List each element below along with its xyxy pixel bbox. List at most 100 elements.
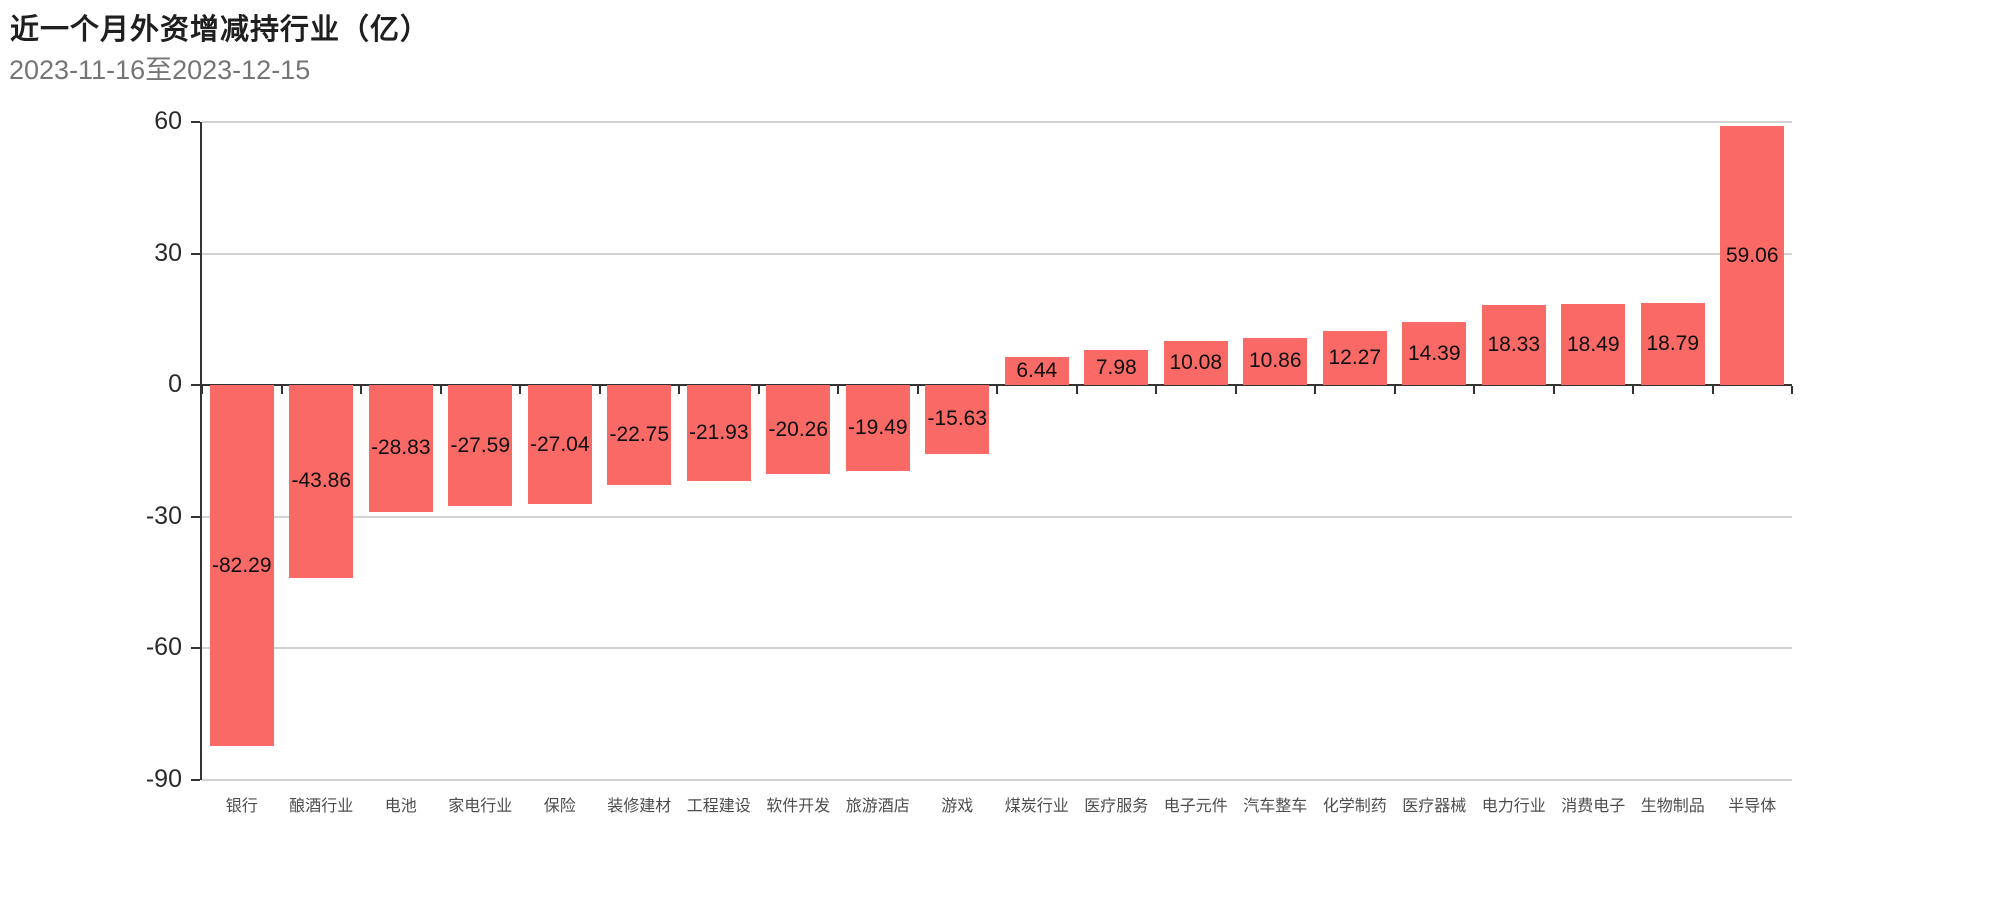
- bar[interactable]: [1004, 356, 1069, 386]
- x-category-label: 酿酒行业: [289, 798, 354, 815]
- bar-value-label: 10.08: [1169, 351, 1223, 375]
- x-axis-tick: [1234, 386, 1237, 395]
- bar[interactable]: [1163, 340, 1228, 386]
- bar-value-label: -27.59: [450, 433, 511, 457]
- bar-value-label: 6.44: [1016, 359, 1058, 383]
- x-axis-line: [202, 384, 1792, 387]
- x-category-label: 煤炭行业: [1004, 798, 1069, 815]
- x-axis-tick: [1075, 386, 1078, 395]
- bar-value-label: 14.39: [1407, 341, 1461, 365]
- x-category-label: 生物制品: [1640, 798, 1705, 815]
- x-category-label: 电子元件: [1163, 798, 1228, 815]
- x-axis-tick: [1473, 386, 1475, 395]
- x-axis-tick: [1552, 386, 1555, 395]
- bar-value-label: 18.33: [1487, 332, 1541, 356]
- bar-value-label: 12.27: [1328, 346, 1382, 370]
- x-axis-tick: [1791, 386, 1793, 395]
- x-axis-tick: [916, 386, 919, 395]
- bar-value-label: -28.83: [370, 436, 431, 460]
- bar-value-label: -82.29: [211, 553, 272, 577]
- bar[interactable]: [1640, 302, 1705, 386]
- x-category-label: 医疗服务: [1084, 798, 1149, 815]
- x-axis-tick: [439, 386, 442, 395]
- x-axis-tick: [280, 386, 283, 395]
- y-axis-label: -30: [145, 501, 182, 530]
- bar[interactable]: [925, 385, 990, 454]
- bar[interactable]: [1561, 304, 1626, 386]
- y-axis-tick: [191, 121, 200, 123]
- x-category-label: 装修建材: [607, 798, 672, 815]
- bar-value-label: 10.86: [1248, 349, 1302, 373]
- y-axis-label: -90: [145, 765, 182, 793]
- bar[interactable]: [766, 385, 831, 475]
- bar-value-label: -20.26: [768, 417, 829, 441]
- bar[interactable]: [448, 385, 513, 507]
- x-axis-tick: [837, 386, 839, 395]
- bar-value-label: 18.49: [1566, 332, 1620, 356]
- bar-value-label: -43.86: [291, 469, 352, 493]
- x-category-label: 银行: [225, 798, 258, 815]
- x-category-label: 软件开发: [766, 798, 831, 815]
- bar[interactable]: [1243, 337, 1308, 386]
- x-axis-tick: [1314, 386, 1316, 395]
- y-axis-tick: [191, 779, 200, 781]
- bar[interactable]: [845, 385, 910, 471]
- bar-value-label: 7.98: [1095, 355, 1137, 379]
- x-category-label: 电力行业: [1481, 798, 1546, 815]
- x-category-label: 半导体: [1728, 798, 1777, 815]
- x-category-label: 电池: [384, 798, 417, 815]
- y-axis-label: 0: [168, 370, 182, 399]
- x-category-label: 汽车整车: [1243, 798, 1308, 815]
- bar[interactable]: [686, 385, 751, 482]
- x-category-label: 游戏: [941, 798, 974, 815]
- bar-value-label: 18.79: [1646, 331, 1700, 355]
- x-axis-tick: [519, 386, 521, 395]
- bar-value-label: -19.49: [847, 415, 908, 439]
- x-axis-tick: [757, 386, 760, 395]
- bar[interactable]: [527, 385, 592, 504]
- x-axis-tick: [1711, 386, 1714, 395]
- x-axis-tick: [996, 386, 998, 395]
- x-axis-tick: [1393, 386, 1396, 395]
- x-axis-tick: [201, 386, 203, 395]
- bar[interactable]: [1402, 322, 1467, 386]
- y-axis-label: 30: [154, 238, 182, 267]
- gridline: [202, 121, 1792, 123]
- bar[interactable]: [209, 385, 274, 747]
- y-axis-tick: [191, 647, 200, 650]
- gridline: [202, 647, 1792, 650]
- bar-value-label: -21.93: [688, 421, 749, 445]
- y-axis-label: 60: [154, 107, 182, 135]
- x-axis-tick: [1632, 386, 1634, 395]
- y-axis-tick: [191, 515, 200, 518]
- x-category-label: 旅游酒店: [845, 798, 910, 815]
- bar-value-label: 59.06: [1725, 243, 1779, 267]
- y-axis-tick: [191, 384, 200, 387]
- y-axis-label: -60: [145, 633, 182, 662]
- x-category-label: 化学制药: [1322, 798, 1387, 815]
- x-axis-tick: [598, 386, 601, 395]
- x-axis-tick: [360, 386, 362, 395]
- y-axis-tick: [191, 252, 200, 255]
- x-category-label: 工程建设: [686, 798, 751, 815]
- bar-value-label: -15.63: [927, 407, 988, 431]
- gridline: [202, 515, 1792, 518]
- x-category-label: 保险: [543, 798, 576, 815]
- bar-value-label: -22.75: [609, 423, 670, 447]
- bar[interactable]: [289, 385, 354, 578]
- gridline: [202, 779, 1792, 781]
- x-category-label: 医疗器械: [1402, 798, 1467, 815]
- bar[interactable]: [1720, 126, 1785, 386]
- bar[interactable]: [1481, 304, 1546, 386]
- y-axis-line: [200, 122, 202, 780]
- gridline: [202, 252, 1792, 255]
- bar[interactable]: [368, 385, 433, 512]
- x-category-label: 消费电子: [1561, 798, 1626, 815]
- x-axis-tick: [678, 386, 680, 395]
- chart-title: 近一个月外资增减持行业（亿）: [10, 14, 431, 46]
- bar[interactable]: [1322, 331, 1387, 386]
- chart-subtitle: 2023-11-16至2023-12-15: [9, 55, 311, 85]
- bar[interactable]: [607, 385, 672, 485]
- bar[interactable]: [1084, 350, 1149, 386]
